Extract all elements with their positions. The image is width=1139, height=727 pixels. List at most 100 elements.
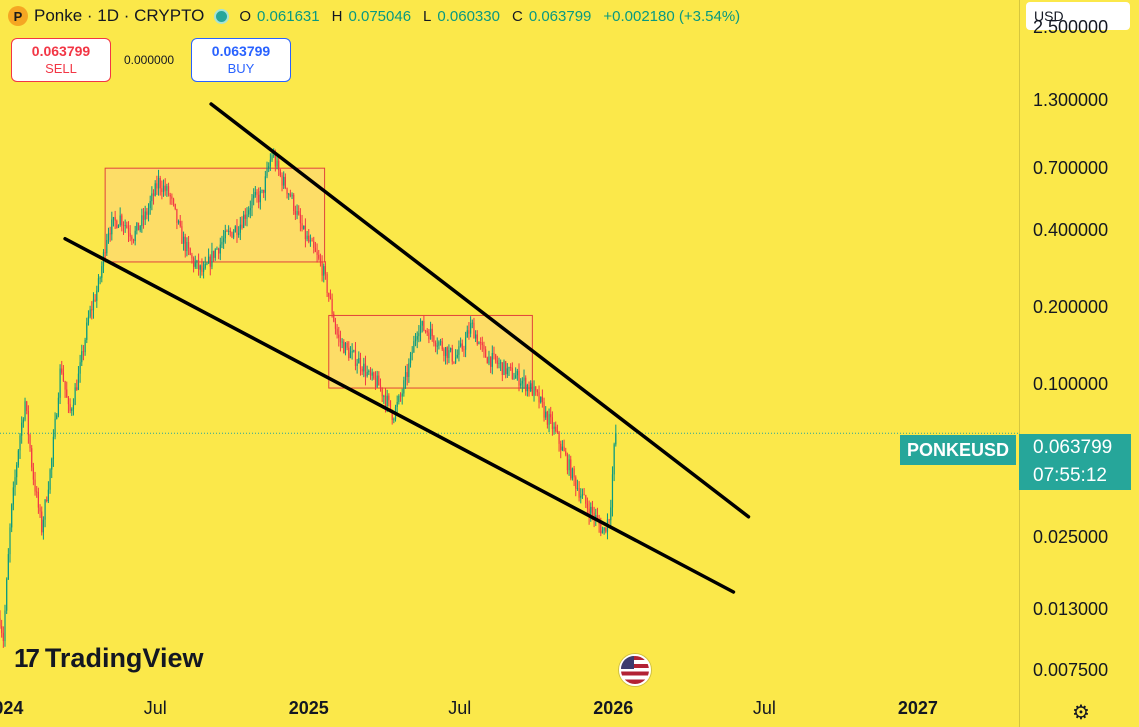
candle: [413, 335, 415, 353]
candle: [201, 258, 203, 276]
candle: [124, 219, 126, 233]
candle: [366, 365, 368, 378]
candle: [353, 349, 355, 353]
candle: [132, 238, 135, 244]
candle: [588, 500, 590, 525]
candle: [515, 367, 517, 379]
sell-button[interactable]: 0.063799 SELL: [11, 38, 111, 82]
candle: [269, 153, 271, 171]
candle: [359, 352, 362, 376]
candle: [536, 389, 538, 397]
price-tick-label: 0.025000: [1033, 526, 1109, 547]
candle: [419, 318, 422, 342]
candle: [291, 192, 293, 200]
candle: [187, 235, 190, 256]
candle: [583, 488, 585, 496]
us-flag-icon[interactable]: [619, 654, 651, 686]
candle: [543, 397, 545, 422]
candle: [478, 341, 480, 345]
candle: [258, 187, 260, 209]
trendline-upper[interactable]: [209, 102, 751, 519]
candle: [381, 387, 383, 403]
candle: [192, 256, 195, 273]
candle: [454, 349, 457, 365]
candle: [236, 219, 238, 243]
currency-select[interactable]: USD: [1026, 2, 1130, 30]
trendlines[interactable]: [63, 102, 751, 594]
trendline-lower[interactable]: [63, 236, 736, 594]
candle: [319, 253, 322, 267]
candle: [518, 363, 520, 392]
candle: [96, 285, 98, 308]
tradingview-wordmark: TradingView: [44, 643, 204, 673]
ponke-logo-icon: P: [8, 6, 28, 26]
candle: [578, 481, 580, 502]
candle: [376, 370, 378, 389]
candle: [189, 247, 191, 256]
candle: [546, 410, 548, 429]
candle: [77, 365, 80, 391]
candle: [184, 233, 186, 258]
symbol-title[interactable]: Ponke · 1D · CRYPTO: [34, 6, 205, 25]
candle: [239, 216, 241, 241]
candle: [156, 175, 158, 195]
candle: [206, 262, 208, 266]
candle: [66, 381, 68, 398]
price-tick-label: 1.300000: [1033, 89, 1109, 110]
candle: [97, 274, 100, 293]
candle: [510, 363, 512, 371]
candle: [59, 364, 61, 405]
candle: [523, 369, 525, 389]
buy-price: 0.063799: [211, 43, 271, 59]
candle: [540, 396, 542, 404]
price-axis[interactable]: [1019, 0, 1139, 727]
tradingview-logo[interactable]: 17 TradingView: [14, 643, 203, 674]
candle: [473, 317, 475, 339]
zone-box-1[interactable]: [104, 167, 326, 263]
candle: [106, 233, 108, 256]
candle: [167, 182, 170, 197]
candle: [109, 226, 111, 242]
candle: [248, 206, 250, 218]
candle: [152, 189, 155, 205]
candle: [351, 343, 353, 360]
candle: [503, 359, 505, 376]
consolidation-zones: [104, 167, 533, 389]
buy-button[interactable]: 0.063799 BUY: [191, 38, 291, 82]
candle: [550, 406, 552, 425]
candle: [481, 336, 483, 352]
candle: [1, 619, 3, 638]
candle: [121, 213, 123, 232]
candle: [27, 405, 29, 444]
candle: [531, 381, 533, 397]
candle: [501, 362, 503, 382]
close-label: C: [511, 7, 523, 25]
candle: [284, 173, 286, 190]
candle: [401, 388, 403, 405]
candle: [434, 340, 437, 353]
candle: [4, 604, 6, 647]
candle: [238, 226, 240, 238]
candle: [51, 457, 53, 479]
candle: [283, 171, 285, 190]
candle: [122, 221, 125, 235]
candle: [218, 247, 220, 260]
candle: [259, 187, 261, 210]
candle: [243, 210, 245, 229]
candle: [535, 386, 537, 396]
candle: [298, 205, 300, 216]
candle: [500, 359, 502, 372]
candle: [231, 231, 233, 239]
settings-icon[interactable]: ⚙: [1072, 702, 1090, 724]
candle: [32, 462, 34, 486]
candle: [408, 358, 410, 383]
candle: [29, 433, 31, 452]
candle: [491, 345, 493, 375]
candle: [436, 337, 438, 355]
candle: [9, 523, 11, 563]
candle: [42, 516, 44, 540]
sell-price: 0.063799: [31, 43, 91, 59]
candle: [147, 203, 150, 222]
candle: [611, 466, 614, 517]
